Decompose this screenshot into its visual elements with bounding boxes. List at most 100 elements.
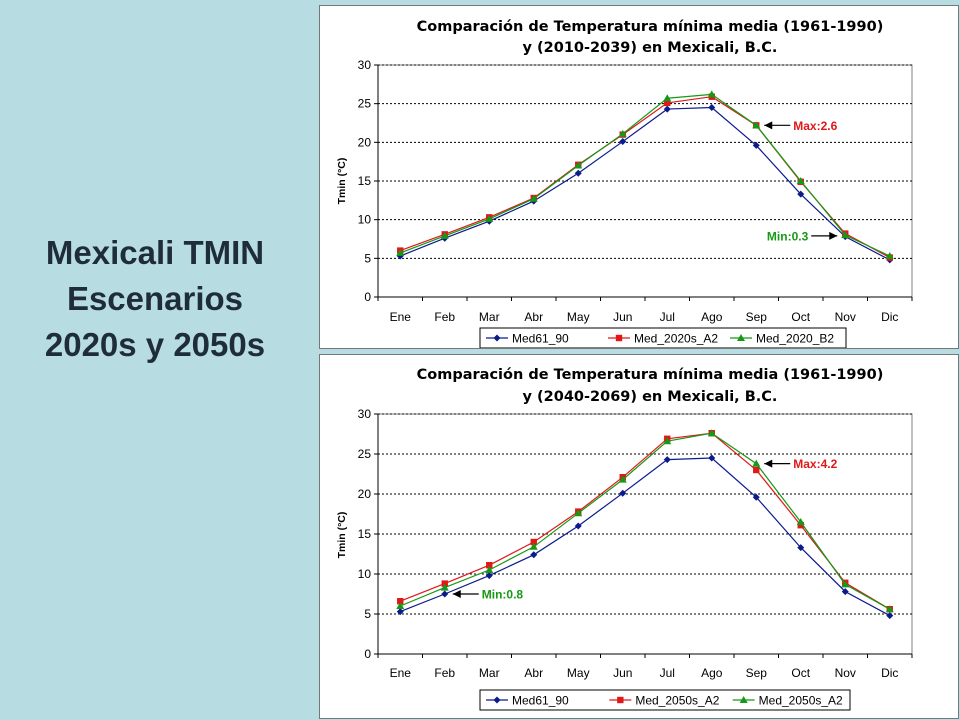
- x-tick-label-abr: Abr: [524, 666, 543, 680]
- data-point-3-dic: [885, 252, 894, 260]
- legend-swatch-marker: [615, 334, 623, 342]
- legend: Med61_90 Med_2020s_A2 Med_2020_B2: [479, 327, 847, 348]
- x-tick-label-mar: Mar: [479, 666, 500, 680]
- x-tick-label-ago: Ago: [701, 310, 723, 324]
- data-point-3-nov: [841, 580, 850, 588]
- x-tick-label-jun: Jun: [613, 666, 632, 680]
- series-line-2: [400, 432, 891, 610]
- data-point-1-sep: [752, 493, 760, 501]
- series-3: [396, 90, 894, 260]
- chart-title-line-2: y (2040-2069) en Mexicali, B.C.: [523, 389, 778, 405]
- y-tick-label: 20: [358, 135, 372, 149]
- annotation-2: Min:0.3: [767, 229, 838, 243]
- x-tick-label-jun: Jun: [613, 310, 632, 324]
- legend-box: [479, 689, 851, 711]
- annotation-label: Max:4.2: [793, 457, 837, 471]
- slide-title-line-2: Escenarios: [66, 280, 244, 318]
- y-tick-label: 30: [358, 58, 372, 72]
- legend-label-3: Med_2050s_A2: [759, 694, 843, 708]
- data-point-1-nov: [841, 588, 849, 596]
- data-point-1-ago: [708, 454, 716, 462]
- annotation-arrow-head: [452, 590, 461, 598]
- x-tick-label-oct: Oct: [791, 310, 810, 324]
- data-point-3-may: [574, 161, 583, 169]
- annotation-arrow-head: [829, 231, 838, 240]
- x-tick-label-abr: Abr: [524, 310, 543, 324]
- data-point-3-oct: [796, 177, 805, 184]
- data-point-1-mar: [485, 572, 493, 580]
- series-line-1: [400, 457, 891, 617]
- chart-panel-2040-2069: Comparación de Temperatura mínima media …: [319, 354, 959, 719]
- data-point-1-jun: [619, 138, 627, 146]
- data-point-1-oct: [797, 544, 805, 552]
- data-point-3-ago: [707, 429, 716, 437]
- series-line-3: [400, 93, 891, 257]
- data-point-2-ene: [397, 598, 404, 605]
- annotation-label: Max:2.6: [793, 119, 837, 133]
- data-point-1-dic: [886, 612, 894, 620]
- x-tick-label-mar: Mar: [479, 310, 500, 324]
- chart-title-line-2: y (2010-2039) en Mexicali, B.C.: [523, 40, 778, 56]
- data-point-3-abr: [529, 194, 538, 202]
- x-tick-label-may: May: [567, 310, 590, 324]
- annotation-label: Min:0.3: [767, 229, 809, 243]
- x-tick-label-may: May: [567, 666, 590, 680]
- data-point-3-ago: [707, 90, 716, 98]
- chart-title-line-1: Comparación de Temperatura mínima media …: [417, 19, 884, 35]
- data-point-1-jun: [619, 489, 627, 497]
- x-tick-label-dic: Dic: [881, 310, 898, 324]
- x-tick-label-jul: Jul: [660, 310, 675, 324]
- y-tick-label: 5: [364, 607, 371, 621]
- y-tick-label: 25: [358, 97, 372, 111]
- chart-panel-2010-2039: Comparación de Temperatura mínima media …: [319, 5, 959, 349]
- y-axis-label: Tmin (°C): [336, 158, 348, 205]
- y-tick-label: 30: [358, 407, 372, 421]
- y-tick-label: 20: [358, 487, 372, 501]
- x-tick-label-sep: Sep: [746, 310, 768, 324]
- data-point-3-abr: [529, 542, 538, 550]
- data-point-1-sep: [752, 141, 760, 149]
- x-tick-label-oct: Oct: [791, 666, 810, 680]
- chart-title-line-1: Comparación de Temperatura mínima media …: [417, 367, 884, 383]
- data-point-3-feb: [440, 231, 449, 239]
- annotation-2: Min:0.8: [452, 588, 523, 602]
- x-tick-label-dic: Dic: [881, 666, 898, 680]
- legend-swatch-marker: [617, 696, 624, 704]
- annotation-arrow-head: [764, 459, 773, 468]
- x-tick-label-feb: Feb: [434, 666, 455, 680]
- data-point-3-nov: [841, 231, 850, 239]
- y-tick-label: 0: [364, 290, 371, 304]
- data-point-3-jul: [663, 94, 672, 102]
- data-point-2-sep: [753, 466, 760, 474]
- data-point-2-mar: [486, 562, 493, 569]
- data-point-3-jul: [663, 437, 672, 445]
- data-point-1-ago: [708, 104, 716, 112]
- data-point-1-may: [574, 522, 582, 530]
- x-tick-label-sep: Sep: [746, 666, 768, 680]
- data-point-2-oct: [797, 522, 804, 529]
- y-tick-label: 5: [364, 251, 371, 265]
- y-tick-label: 0: [364, 647, 371, 661]
- data-point-3-ene: [396, 602, 405, 609]
- x-tick-label-jul: Jul: [660, 666, 675, 680]
- data-point-3-feb: [440, 583, 449, 591]
- data-point-3-oct: [796, 518, 805, 525]
- data-point-1-ene: [396, 608, 404, 616]
- data-point-3-dic: [885, 605, 894, 613]
- y-tick-label: 15: [358, 174, 372, 188]
- data-point-1-jul: [663, 105, 671, 113]
- series-line-1: [400, 106, 891, 261]
- data-point-3-sep: [752, 459, 761, 467]
- slide-title: Mexicali TMIN Escenarios 2020s y 2050s: [10, 230, 300, 369]
- legend-label-2: Med_2020s_A2: [634, 332, 718, 346]
- x-tick-label-ago: Ago: [701, 666, 723, 680]
- x-tick-label-nov: Nov: [835, 666, 856, 680]
- data-point-2-jul: [664, 99, 671, 107]
- x-tick-label-ene: Ene: [390, 666, 412, 680]
- data-point-1-feb: [441, 590, 449, 598]
- legend-swatch-marker: [493, 334, 501, 342]
- data-point-3-mar: [485, 566, 494, 573]
- data-point-1-jul: [663, 456, 671, 464]
- data-point-3-may: [574, 509, 583, 517]
- legend-label-3: Med_2020_B2: [756, 332, 834, 346]
